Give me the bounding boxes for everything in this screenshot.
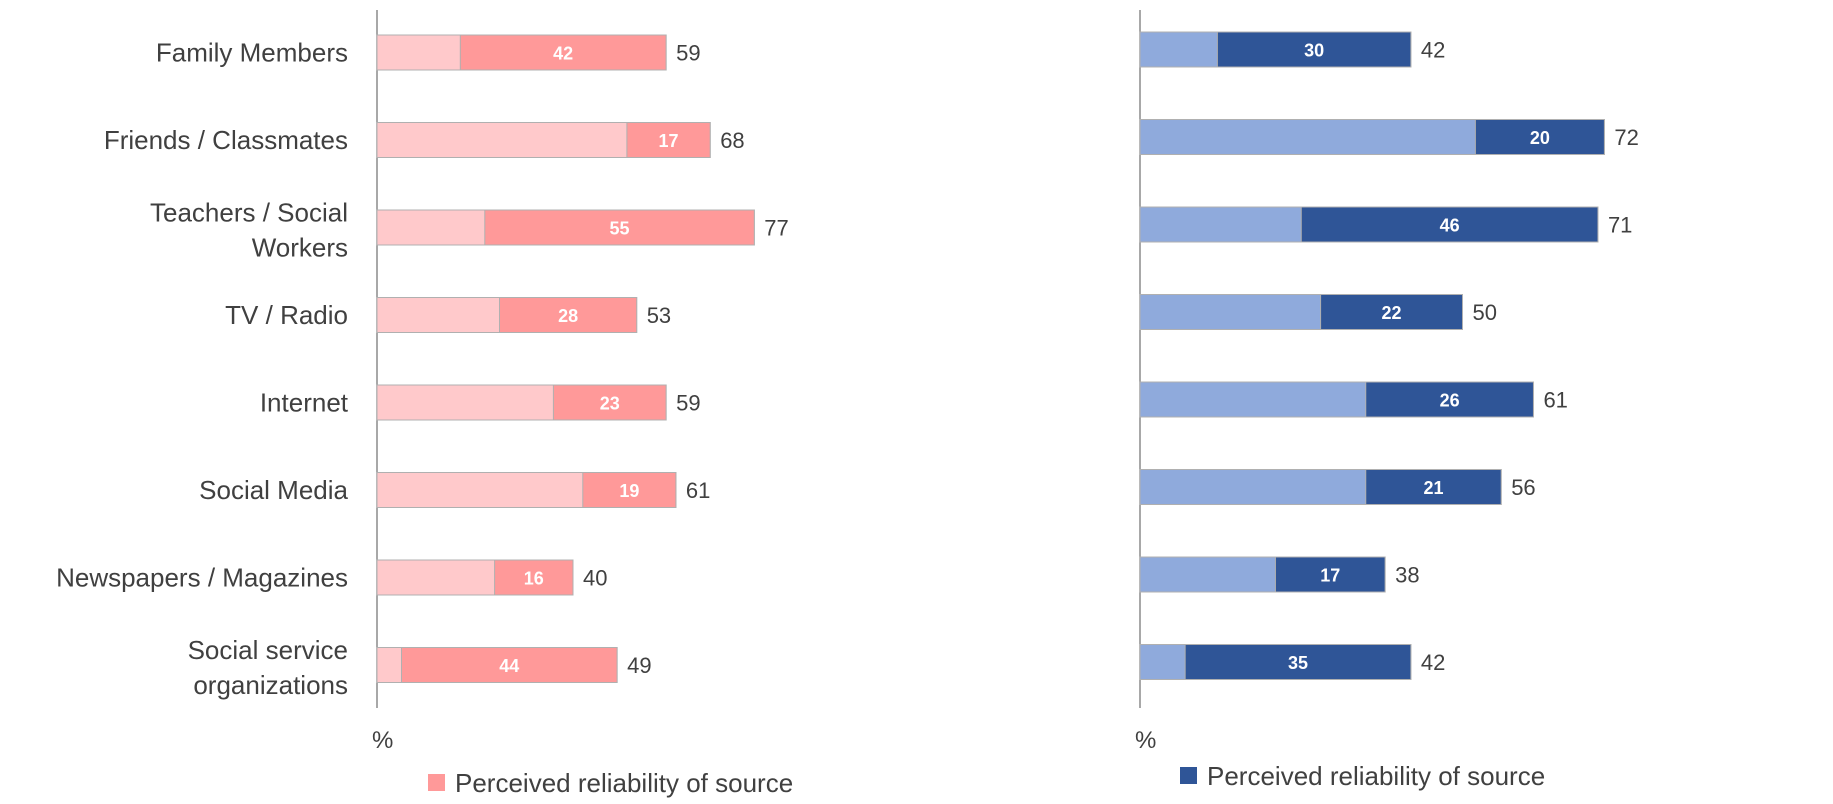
right-total-label-social-service-organizations: 42 [1421,650,1445,675]
legend-left: Perceived reliability of source [428,768,793,798]
right-reliability-label-friends-classmates: 20 [1530,128,1550,148]
category-label-newspapers-magazines: Newspapers / Magazines [56,563,348,593]
right-total-label-internet: 61 [1543,388,1567,413]
right-reliability-label-tv-radio: 22 [1382,303,1402,323]
left-total-label-friends-classmates: 68 [720,128,744,153]
category-label-social-service-organizations: Social service organizations [188,635,348,700]
legend-swatch-right [1180,767,1197,784]
legend-swatch-left [428,774,445,791]
left-total-label-teachers-social-workers: 77 [764,216,788,241]
right-reliability-label-social-service-organizations: 35 [1288,653,1308,673]
unit-label-right: % [1135,727,1156,754]
left-reliability-label-friends-classmates: 17 [659,131,679,151]
category-label-family-members: Family Members [156,38,348,68]
category-label-friends-classmates: Friends / Classmates [104,125,348,155]
left-total-label-family-members: 59 [676,41,700,66]
left-reliability-label-internet: 23 [600,394,620,414]
legend-right: Perceived reliability of source [1180,761,1545,791]
left-reliability-label-teachers-social-workers: 55 [610,219,630,239]
left-total-label-tv-radio: 53 [647,303,671,328]
category-label-internet: Internet [260,388,349,418]
left-total-label-social-media: 61 [686,478,710,503]
right-reliability-label-social-media: 21 [1423,478,1443,498]
left-reliability-label-social-service-organizations: 44 [499,656,519,676]
legend-label-right: Perceived reliability of source [1207,761,1545,791]
left-total-label-newspapers-magazines: 40 [583,566,607,591]
right-total-label-newspapers-magazines: 38 [1395,563,1419,588]
panel-left: % 42 59 17 68 55 77 28 53 23 59 19 61 16 40 44 49 Perceiv… [372,10,793,798]
right-total-label-tv-radio: 50 [1473,300,1497,325]
left-reliability-label-newspapers-magazines: 16 [524,569,544,589]
left-total-label-social-service-organizations: 49 [627,653,651,678]
category-labels: Family Members Friends / Classmates Teache… [56,38,349,701]
panel-right: % 30 42 20 72 46 71 22 50 26 61 21 56 17 38 35 42 Perceiv… [1135,10,1639,791]
left-reliability-label-social-media: 19 [619,481,639,501]
category-label-teachers-social-workers: Teachers / Social Workers [150,198,348,263]
right-total-label-family-members: 42 [1421,38,1445,63]
left-reliability-label-tv-radio: 28 [558,306,578,326]
right-total-label-friends-classmates: 72 [1614,125,1638,150]
left-reliability-label-family-members: 42 [553,44,573,64]
right-reliability-label-internet: 26 [1440,391,1460,411]
right-reliability-label-teachers-social-workers: 46 [1440,216,1460,236]
unit-label-left: % [372,727,393,754]
legend-label-left: Perceived reliability of source [455,768,793,798]
category-label-tv-radio: TV / Radio [225,300,348,330]
category-label-social-media: Social Media [199,475,348,505]
right-total-label-teachers-social-workers: 71 [1608,213,1632,238]
right-reliability-label-family-members: 30 [1304,41,1324,61]
right-reliability-label-newspapers-magazines: 17 [1320,566,1340,586]
left-total-label-internet: 59 [676,391,700,416]
right-total-label-social-media: 56 [1511,475,1535,500]
